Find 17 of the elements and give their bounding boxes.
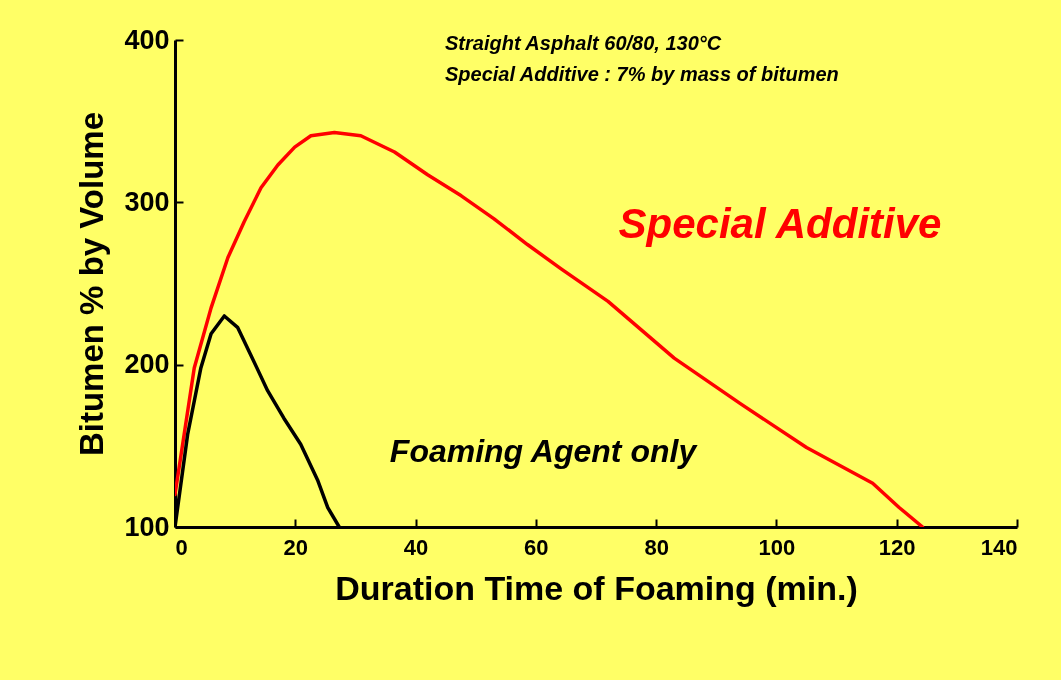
series-label: Special Additive [618, 200, 942, 247]
x-tick-label: 20 [283, 534, 309, 560]
x-tick-label: 120 [878, 534, 916, 560]
y-tick-label: 400 [124, 24, 170, 55]
annotation: Straight Asphalt 60/80, 130°C [445, 32, 722, 54]
x-tick-label: 80 [644, 534, 669, 560]
x-axis-title: Duration Time of Foaming (min.) [335, 568, 858, 607]
y-tick-label: 200 [124, 349, 170, 380]
x-tick-label: 140 [980, 534, 1018, 560]
y-tick-label: 300 [124, 186, 170, 217]
x-tick-label: 60 [524, 534, 549, 560]
y-axis-title: Bitumen % by Volume [73, 111, 111, 457]
x-tick-label: 0 [175, 534, 188, 560]
annotation: Special Additive : 7% by mass of bitumen [445, 63, 839, 85]
text: Foaming Agent only [389, 433, 699, 469]
x-tick-label: 100 [758, 534, 796, 560]
x-tick-label: 40 [403, 534, 429, 560]
